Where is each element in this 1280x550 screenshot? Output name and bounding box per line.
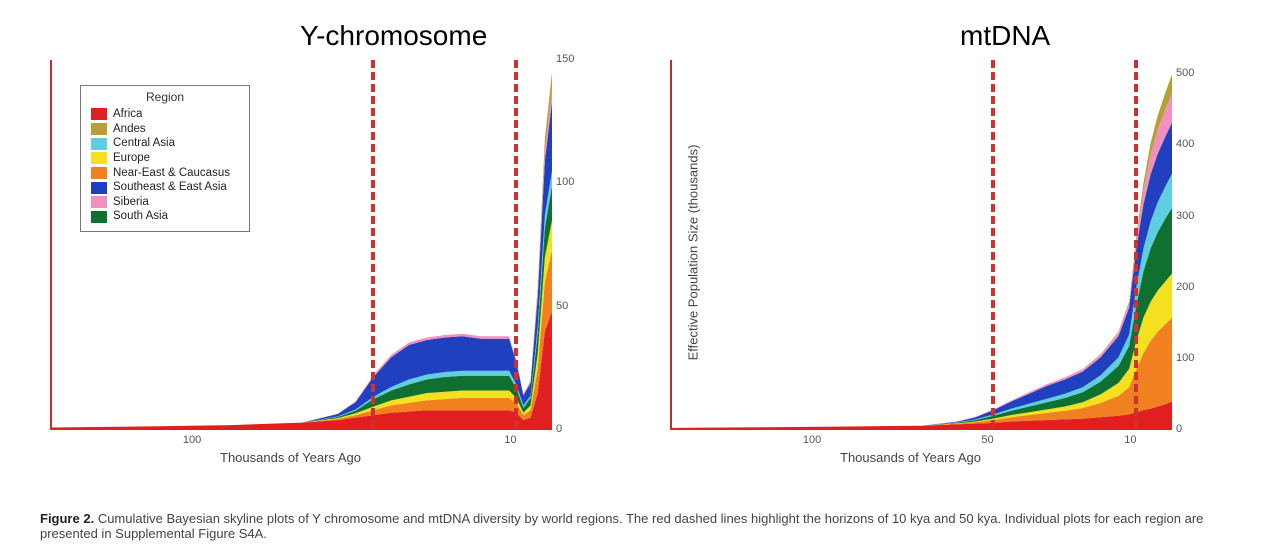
legend-swatch bbox=[91, 152, 107, 164]
panel-mtdna: mtDNA 10050100100200300400500Thousands o… bbox=[660, 10, 1250, 480]
chart-area bbox=[670, 60, 1170, 430]
caption-label: Figure 2. bbox=[40, 511, 94, 526]
legend-label: Andes bbox=[113, 123, 146, 136]
legend-row: Southeast & East Asia bbox=[91, 181, 239, 194]
y-tick-label: 0 bbox=[556, 423, 562, 435]
dashed-line-50kya bbox=[371, 60, 375, 428]
legend-row: Europe bbox=[91, 152, 239, 165]
dashed-line-50kya bbox=[991, 60, 995, 428]
legend-swatch bbox=[91, 123, 107, 135]
legend-label: Europe bbox=[113, 152, 150, 165]
x-axis-label: Thousands of Years Ago bbox=[840, 450, 981, 465]
y-tick-label: 300 bbox=[1176, 210, 1194, 222]
y-tick-label: 50 bbox=[556, 300, 568, 312]
legend-swatch bbox=[91, 196, 107, 208]
legend-label: Africa bbox=[113, 108, 142, 121]
legend-swatch bbox=[91, 108, 107, 120]
x-tick-label: 10 bbox=[504, 434, 516, 446]
y-tick-label: 0 bbox=[1176, 423, 1182, 435]
panels-row: Y-chromosome 10010050100150Thousands of … bbox=[40, 10, 1250, 480]
legend-label: South Asia bbox=[113, 210, 168, 223]
y-tick-label: 100 bbox=[1176, 352, 1194, 364]
legend-row: Andes bbox=[91, 123, 239, 136]
legend-swatch bbox=[91, 182, 107, 194]
figure-caption: Figure 2. Cumulative Bayesian skyline pl… bbox=[40, 511, 1240, 542]
panel-title-right: mtDNA bbox=[960, 20, 1050, 52]
panel-y-chromosome: Y-chromosome 10010050100150Thousands of … bbox=[40, 10, 630, 480]
x-axis-label: Thousands of Years Ago bbox=[220, 450, 361, 465]
legend-label: Siberia bbox=[113, 196, 149, 209]
legend-row: Central Asia bbox=[91, 137, 239, 150]
dashed-line-10kya bbox=[1134, 60, 1138, 428]
legend-swatch bbox=[91, 138, 107, 150]
legend-swatch bbox=[91, 211, 107, 223]
legend-label: Near-East & Caucasus bbox=[113, 167, 230, 180]
caption-text: Cumulative Bayesian skyline plots of Y c… bbox=[40, 511, 1203, 542]
area-south-asia bbox=[672, 208, 1172, 428]
legend-row: Siberia bbox=[91, 196, 239, 209]
legend-row: Africa bbox=[91, 108, 239, 121]
panel-title-left: Y-chromosome bbox=[300, 20, 487, 52]
stacked-area-svg bbox=[672, 60, 1172, 430]
legend-row: South Asia bbox=[91, 210, 239, 223]
dashed-line-10kya bbox=[514, 60, 518, 428]
x-tick-label: 10 bbox=[1124, 434, 1136, 446]
y-tick-label: 400 bbox=[1176, 138, 1194, 150]
x-tick-label: 100 bbox=[803, 434, 821, 446]
x-tick-label: 100 bbox=[183, 434, 201, 446]
y-tick-label: 150 bbox=[556, 53, 574, 65]
area-europe bbox=[52, 220, 552, 427]
legend-title: Region bbox=[91, 90, 239, 104]
legend-swatch bbox=[91, 167, 107, 179]
y-tick-label: 200 bbox=[1176, 281, 1194, 293]
figure-container: Y-chromosome 10010050100150Thousands of … bbox=[0, 0, 1280, 550]
x-tick-label: 50 bbox=[981, 434, 993, 446]
y-tick-label: 100 bbox=[556, 176, 574, 188]
y-tick-label: 500 bbox=[1176, 67, 1194, 79]
legend-label: Southeast & East Asia bbox=[113, 181, 227, 194]
legend-row: Near-East & Caucasus bbox=[91, 167, 239, 180]
legend: Region Africa AndesCentral Asia Europe Near-… bbox=[80, 85, 250, 232]
legend-label: Central Asia bbox=[113, 137, 175, 150]
